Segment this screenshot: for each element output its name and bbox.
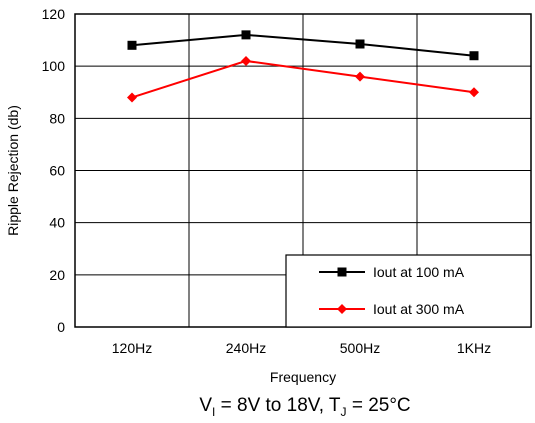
series-line: [131, 33, 475, 57]
x-axis-label: Frequency: [270, 369, 336, 385]
legend-item: Iout at 300 mA: [319, 301, 465, 317]
legend-item: Iout at 100 mA: [319, 264, 465, 280]
test-conditions-caption: VI = 8V to 18V, TJ = 25°C: [0, 395, 535, 419]
data-point: [355, 39, 365, 49]
data-point: [127, 40, 137, 50]
x-tick-label: 1KHz: [457, 340, 491, 356]
series-line: [131, 59, 475, 99]
data-point: [355, 71, 365, 82]
legend-swatch-marker: [337, 304, 347, 314]
caption-temperature: = 25°C: [346, 395, 411, 416]
y-axis: 0 20 40 60 80 100 120: [42, 6, 66, 335]
y-tick-label: 0: [57, 319, 65, 335]
y-tick-label: 60: [49, 163, 65, 179]
y-tick-label: 40: [49, 215, 65, 231]
data-point: [127, 92, 137, 103]
series-1: [127, 30, 479, 61]
caption-v: V: [199, 395, 213, 416]
y-tick-label: 120: [42, 6, 66, 22]
series: [127, 30, 479, 103]
y-tick-label: 100: [42, 58, 66, 74]
y-tick-label: 80: [49, 110, 65, 126]
legend-swatch-marker: [337, 267, 347, 277]
data-point: [469, 87, 479, 98]
legend-box: [285, 254, 532, 328]
y-tick-label: 20: [49, 267, 65, 283]
x-axis: 120Hz 240Hz 500Hz 1KHz: [112, 340, 491, 356]
x-tick-label: 240Hz: [226, 340, 266, 356]
caption-v-range: = 8V to 18V, T: [215, 395, 341, 416]
legend-label: Iout at 300 mA: [373, 301, 465, 317]
data-point: [469, 51, 479, 61]
legend-label: Iout at 100 mA: [373, 264, 465, 280]
y-axis-label: Ripple Rejection (db): [5, 105, 21, 236]
caption-t-subscript: J: [340, 404, 347, 419]
data-point: [241, 55, 251, 66]
caption-v-subscript: I: [212, 404, 216, 419]
legend: Iout at 100 mA Iout at 300 mA: [285, 254, 532, 328]
data-point: [241, 30, 251, 40]
series-2: [127, 55, 479, 103]
x-tick-label: 500Hz: [340, 340, 380, 356]
x-tick-label: 120Hz: [112, 340, 152, 356]
